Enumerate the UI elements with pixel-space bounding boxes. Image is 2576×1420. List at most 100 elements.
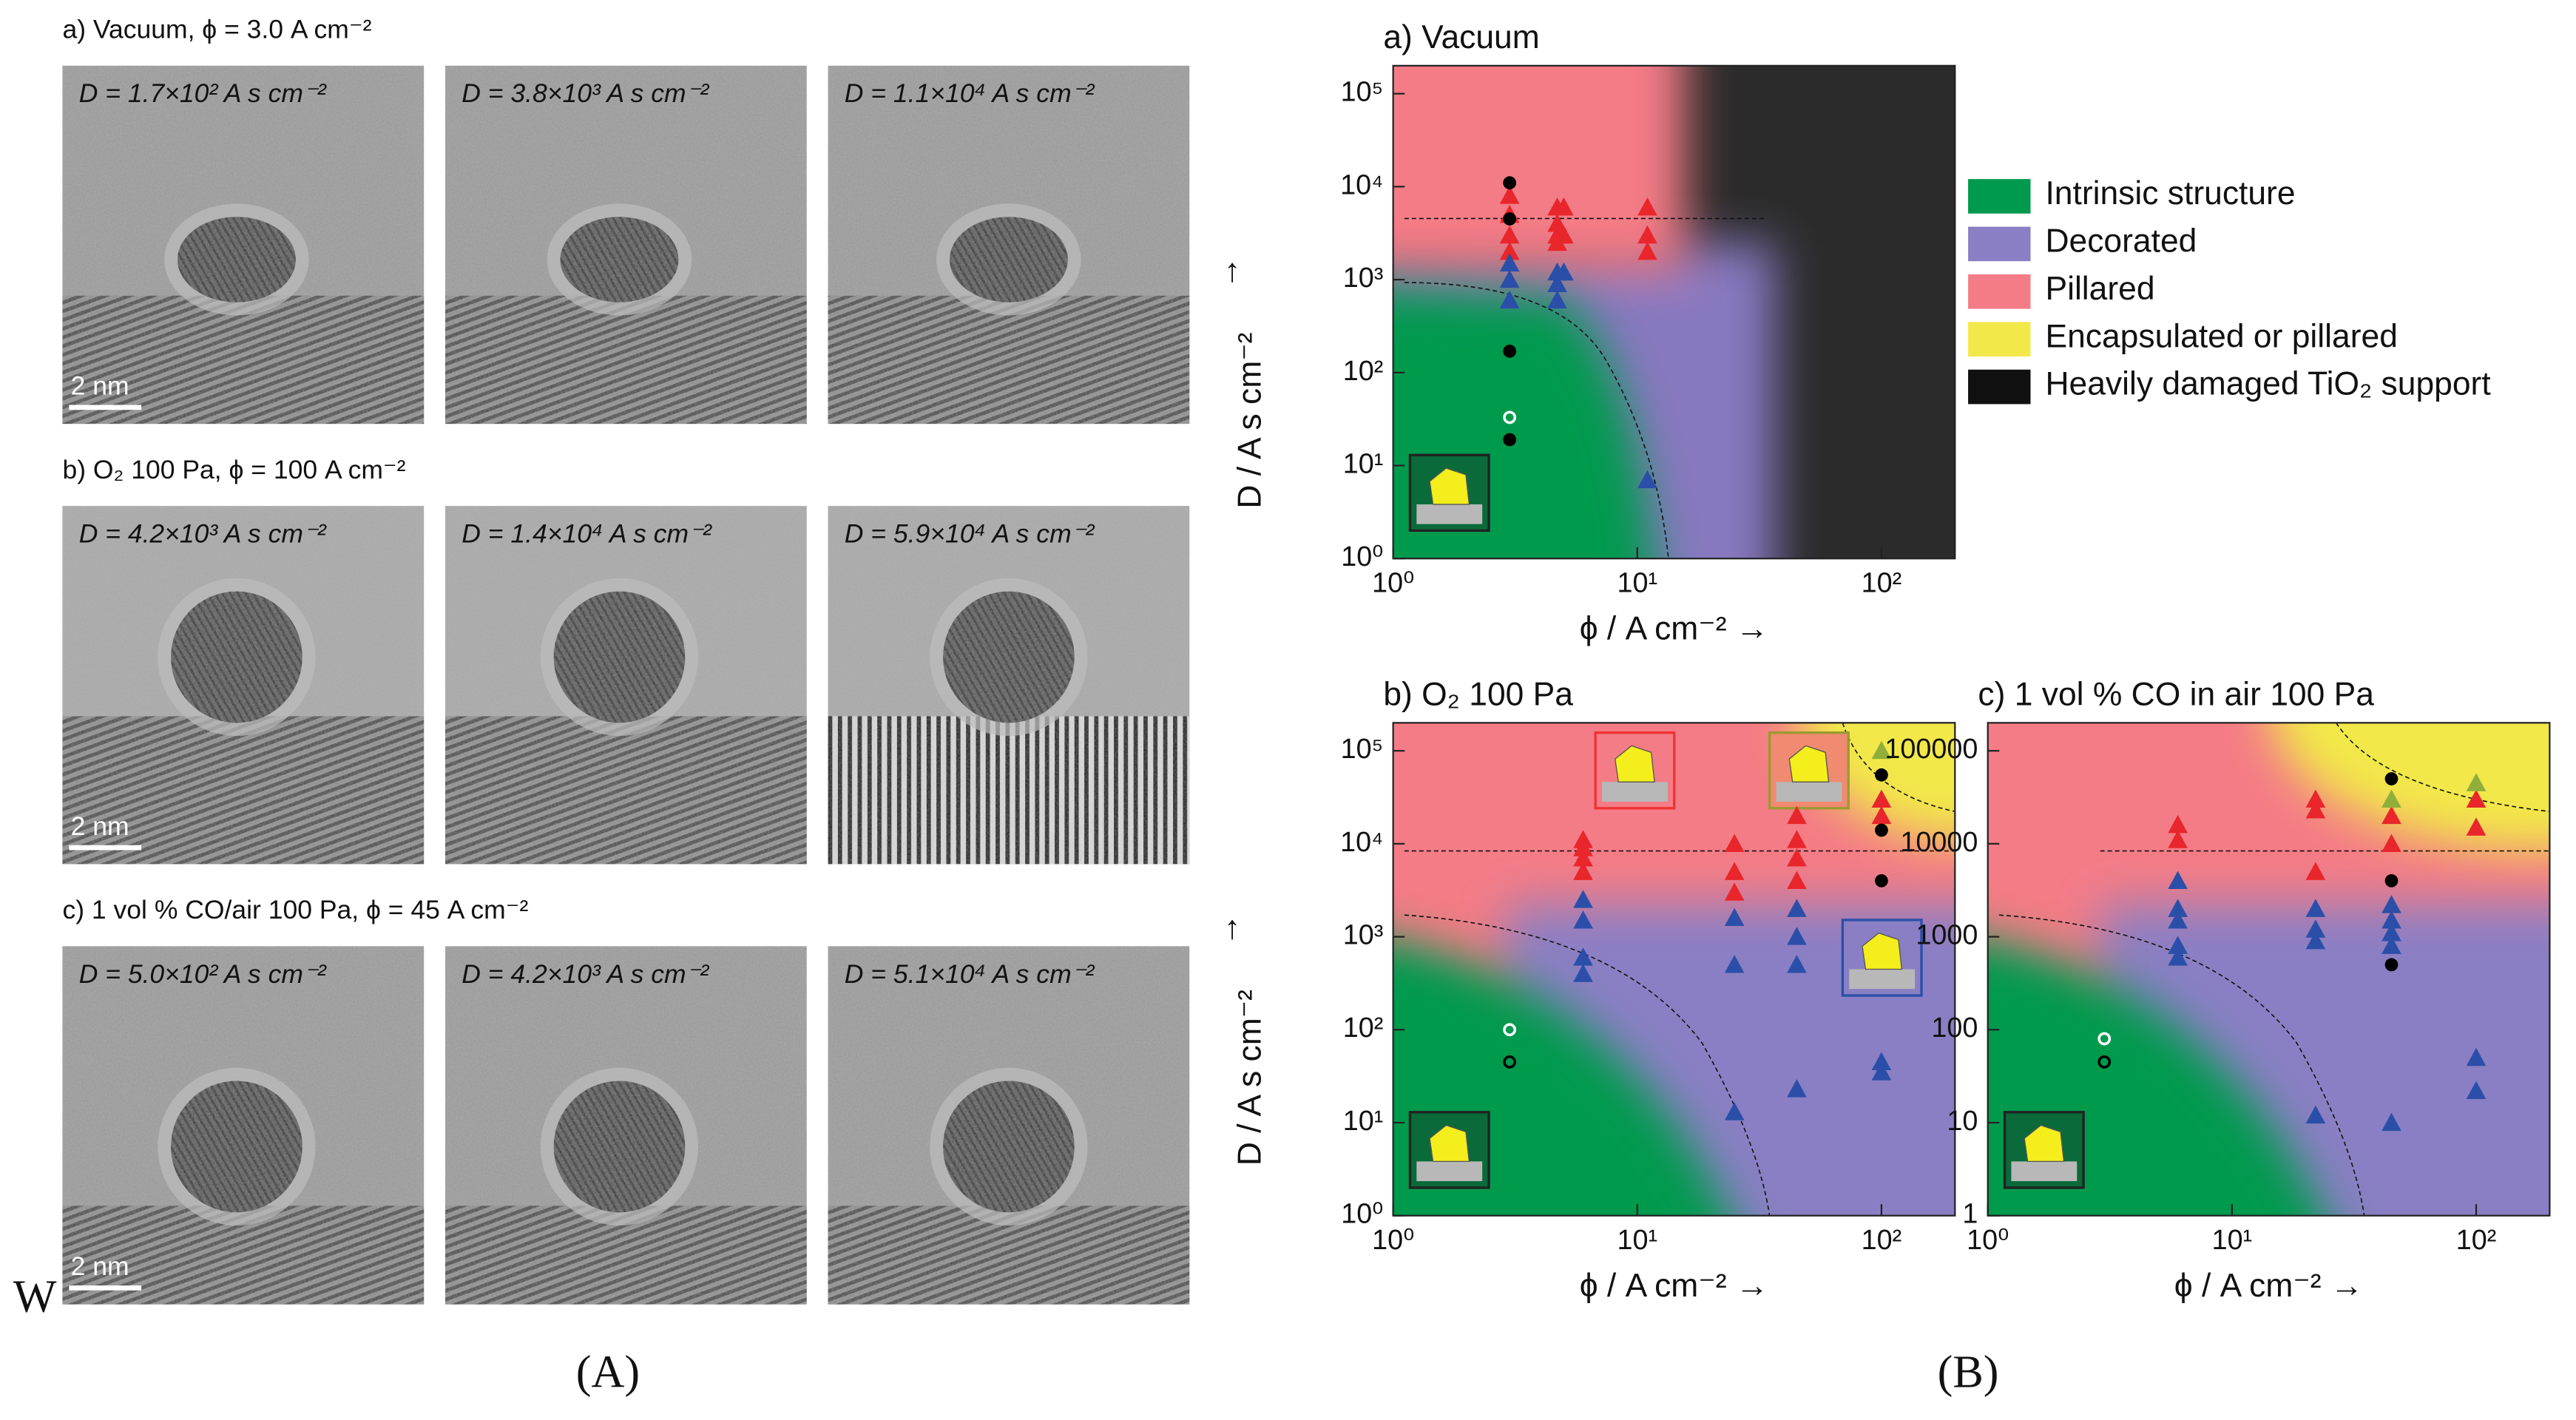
chart-title: a) Vacuum bbox=[1383, 19, 1539, 55]
triangle-point bbox=[1787, 899, 1807, 917]
inset-icon bbox=[2003, 1111, 2085, 1189]
triangle-point bbox=[2168, 947, 2188, 966]
legend-label: Intrinsic structure bbox=[2045, 175, 2295, 212]
triangle-point bbox=[2168, 830, 2188, 848]
x-axis-label: ϕ / A cm⁻² → bbox=[1580, 611, 1769, 647]
triangle-point bbox=[1724, 882, 1745, 901]
legend-label: Encapsulated or pillared bbox=[2045, 318, 2397, 354]
y-tick-label: 100 bbox=[1931, 1012, 1978, 1044]
triangle-point bbox=[1871, 789, 1892, 808]
inset-icon bbox=[1408, 453, 1490, 532]
triangle-point bbox=[2381, 936, 2401, 954]
triangle-point bbox=[1547, 290, 1567, 309]
image-label: D = 5.9×10⁴ A s cm⁻² bbox=[845, 518, 1095, 548]
tem-image bbox=[62, 946, 425, 1305]
y-axis-arrow: → bbox=[1208, 913, 1245, 946]
triangle-point bbox=[2168, 910, 2188, 929]
ring-point bbox=[2097, 1055, 2112, 1069]
triangle-point bbox=[2381, 789, 2401, 808]
circle-point bbox=[2384, 958, 2398, 972]
tem-image bbox=[445, 946, 807, 1305]
circle-point bbox=[1875, 823, 1888, 837]
triangle-point bbox=[1871, 1062, 1892, 1081]
boundary bbox=[2336, 723, 2550, 811]
inset-icon bbox=[1594, 731, 1676, 810]
triangle-point bbox=[1787, 870, 1807, 889]
triangle-point bbox=[1724, 955, 1745, 973]
triangle-point bbox=[2168, 814, 2188, 834]
legend-swatch bbox=[1968, 274, 2031, 309]
y-tick-label: 10² bbox=[1343, 1012, 1384, 1044]
plot-frame bbox=[1987, 722, 2551, 1217]
phase-region bbox=[1393, 65, 1686, 273]
y-tick-label: 10000 bbox=[1900, 827, 1978, 858]
x-tick-label: 10² bbox=[1862, 568, 1902, 599]
phase-background bbox=[1987, 723, 2550, 1216]
icon-particle bbox=[1429, 1124, 1470, 1163]
tem-image bbox=[445, 506, 807, 865]
triangle-point bbox=[1871, 805, 1892, 825]
triangle-point bbox=[1499, 186, 1520, 204]
image-label: D = 1.4×10⁴ A s cm⁻² bbox=[462, 518, 712, 548]
tem-image bbox=[445, 65, 807, 425]
x-axis-label: ϕ / A cm⁻² → bbox=[2174, 1268, 2364, 1304]
triangle-point bbox=[2305, 862, 2326, 880]
y-tick-label: 10¹ bbox=[1343, 448, 1384, 479]
x-tick-label: 10¹ bbox=[1617, 568, 1658, 599]
triangle-point bbox=[2305, 1105, 2326, 1124]
triangle-point bbox=[1499, 290, 1520, 309]
image-label: D = 5.0×10² A s cm⁻² bbox=[79, 959, 327, 989]
triangle-point bbox=[2381, 895, 2401, 913]
triangle-point bbox=[2305, 919, 2326, 938]
icon-particle bbox=[2024, 1124, 2065, 1163]
ring-point bbox=[2097, 1032, 2112, 1046]
y-tick-label: 10⁵ bbox=[1341, 77, 1384, 108]
circle-point bbox=[2384, 772, 2398, 785]
icon-support bbox=[2011, 1161, 2078, 1182]
noise bbox=[62, 506, 425, 865]
y-axis-label: D / A s cm⁻² bbox=[1231, 990, 1268, 1166]
inset-icon bbox=[1408, 1111, 1490, 1189]
image-label: D = 4.2×10³ A s cm⁻² bbox=[462, 959, 709, 989]
region bbox=[1393, 65, 1686, 273]
triangle-point bbox=[2305, 789, 2326, 808]
ring-point bbox=[1503, 1023, 1517, 1037]
tem-image bbox=[828, 506, 1190, 865]
scale-label: 2 nm bbox=[71, 371, 129, 401]
stray-letter: W bbox=[13, 1271, 57, 1322]
plot-frame bbox=[1392, 64, 1956, 560]
plot-frame bbox=[1392, 722, 1956, 1217]
triangle-point bbox=[2381, 805, 2401, 825]
triangle-point bbox=[1547, 214, 1567, 232]
triangle-point bbox=[1499, 269, 1520, 288]
noise bbox=[445, 65, 807, 425]
noise bbox=[62, 65, 425, 425]
triangle-point bbox=[1547, 274, 1567, 292]
image-label: D = 1.1×10⁴ A s cm⁻² bbox=[845, 78, 1095, 108]
noise bbox=[828, 506, 1190, 865]
x-axis-label: ϕ / A cm⁻² → bbox=[1580, 1268, 1769, 1304]
phase-background bbox=[1393, 65, 1955, 559]
triangle-point bbox=[1637, 225, 1657, 244]
circle-point bbox=[2384, 874, 2398, 888]
row-caption: b) O₂ 100 Pa, ϕ = 100 A cm⁻² bbox=[62, 455, 405, 484]
triangle-point bbox=[2305, 899, 2326, 917]
triangle-point bbox=[1573, 838, 1593, 856]
triangle-point bbox=[2466, 789, 2487, 808]
image-label: D = 1.7×10² A s cm⁻² bbox=[79, 78, 327, 108]
y-tick-label: 10³ bbox=[1343, 920, 1384, 951]
scale-label: 2 nm bbox=[71, 811, 129, 841]
triangle-point bbox=[1724, 907, 1745, 927]
triangle-point bbox=[2381, 1112, 2401, 1132]
y-tick-label: 10² bbox=[1343, 356, 1384, 387]
triangle-point bbox=[1573, 890, 1593, 908]
triangle-point bbox=[2381, 910, 2401, 929]
icon-support bbox=[1416, 504, 1483, 524]
y-axis-label: D / A s cm⁻² bbox=[1231, 333, 1268, 509]
triangle-point bbox=[1573, 862, 1593, 880]
x-tick-label: 10² bbox=[2456, 1225, 2497, 1256]
legend-swatch bbox=[1968, 369, 2031, 405]
y-tick-label: 10³ bbox=[1343, 263, 1384, 294]
legend-swatch bbox=[1968, 322, 2031, 356]
scale-label: 2 nm bbox=[71, 1251, 129, 1281]
